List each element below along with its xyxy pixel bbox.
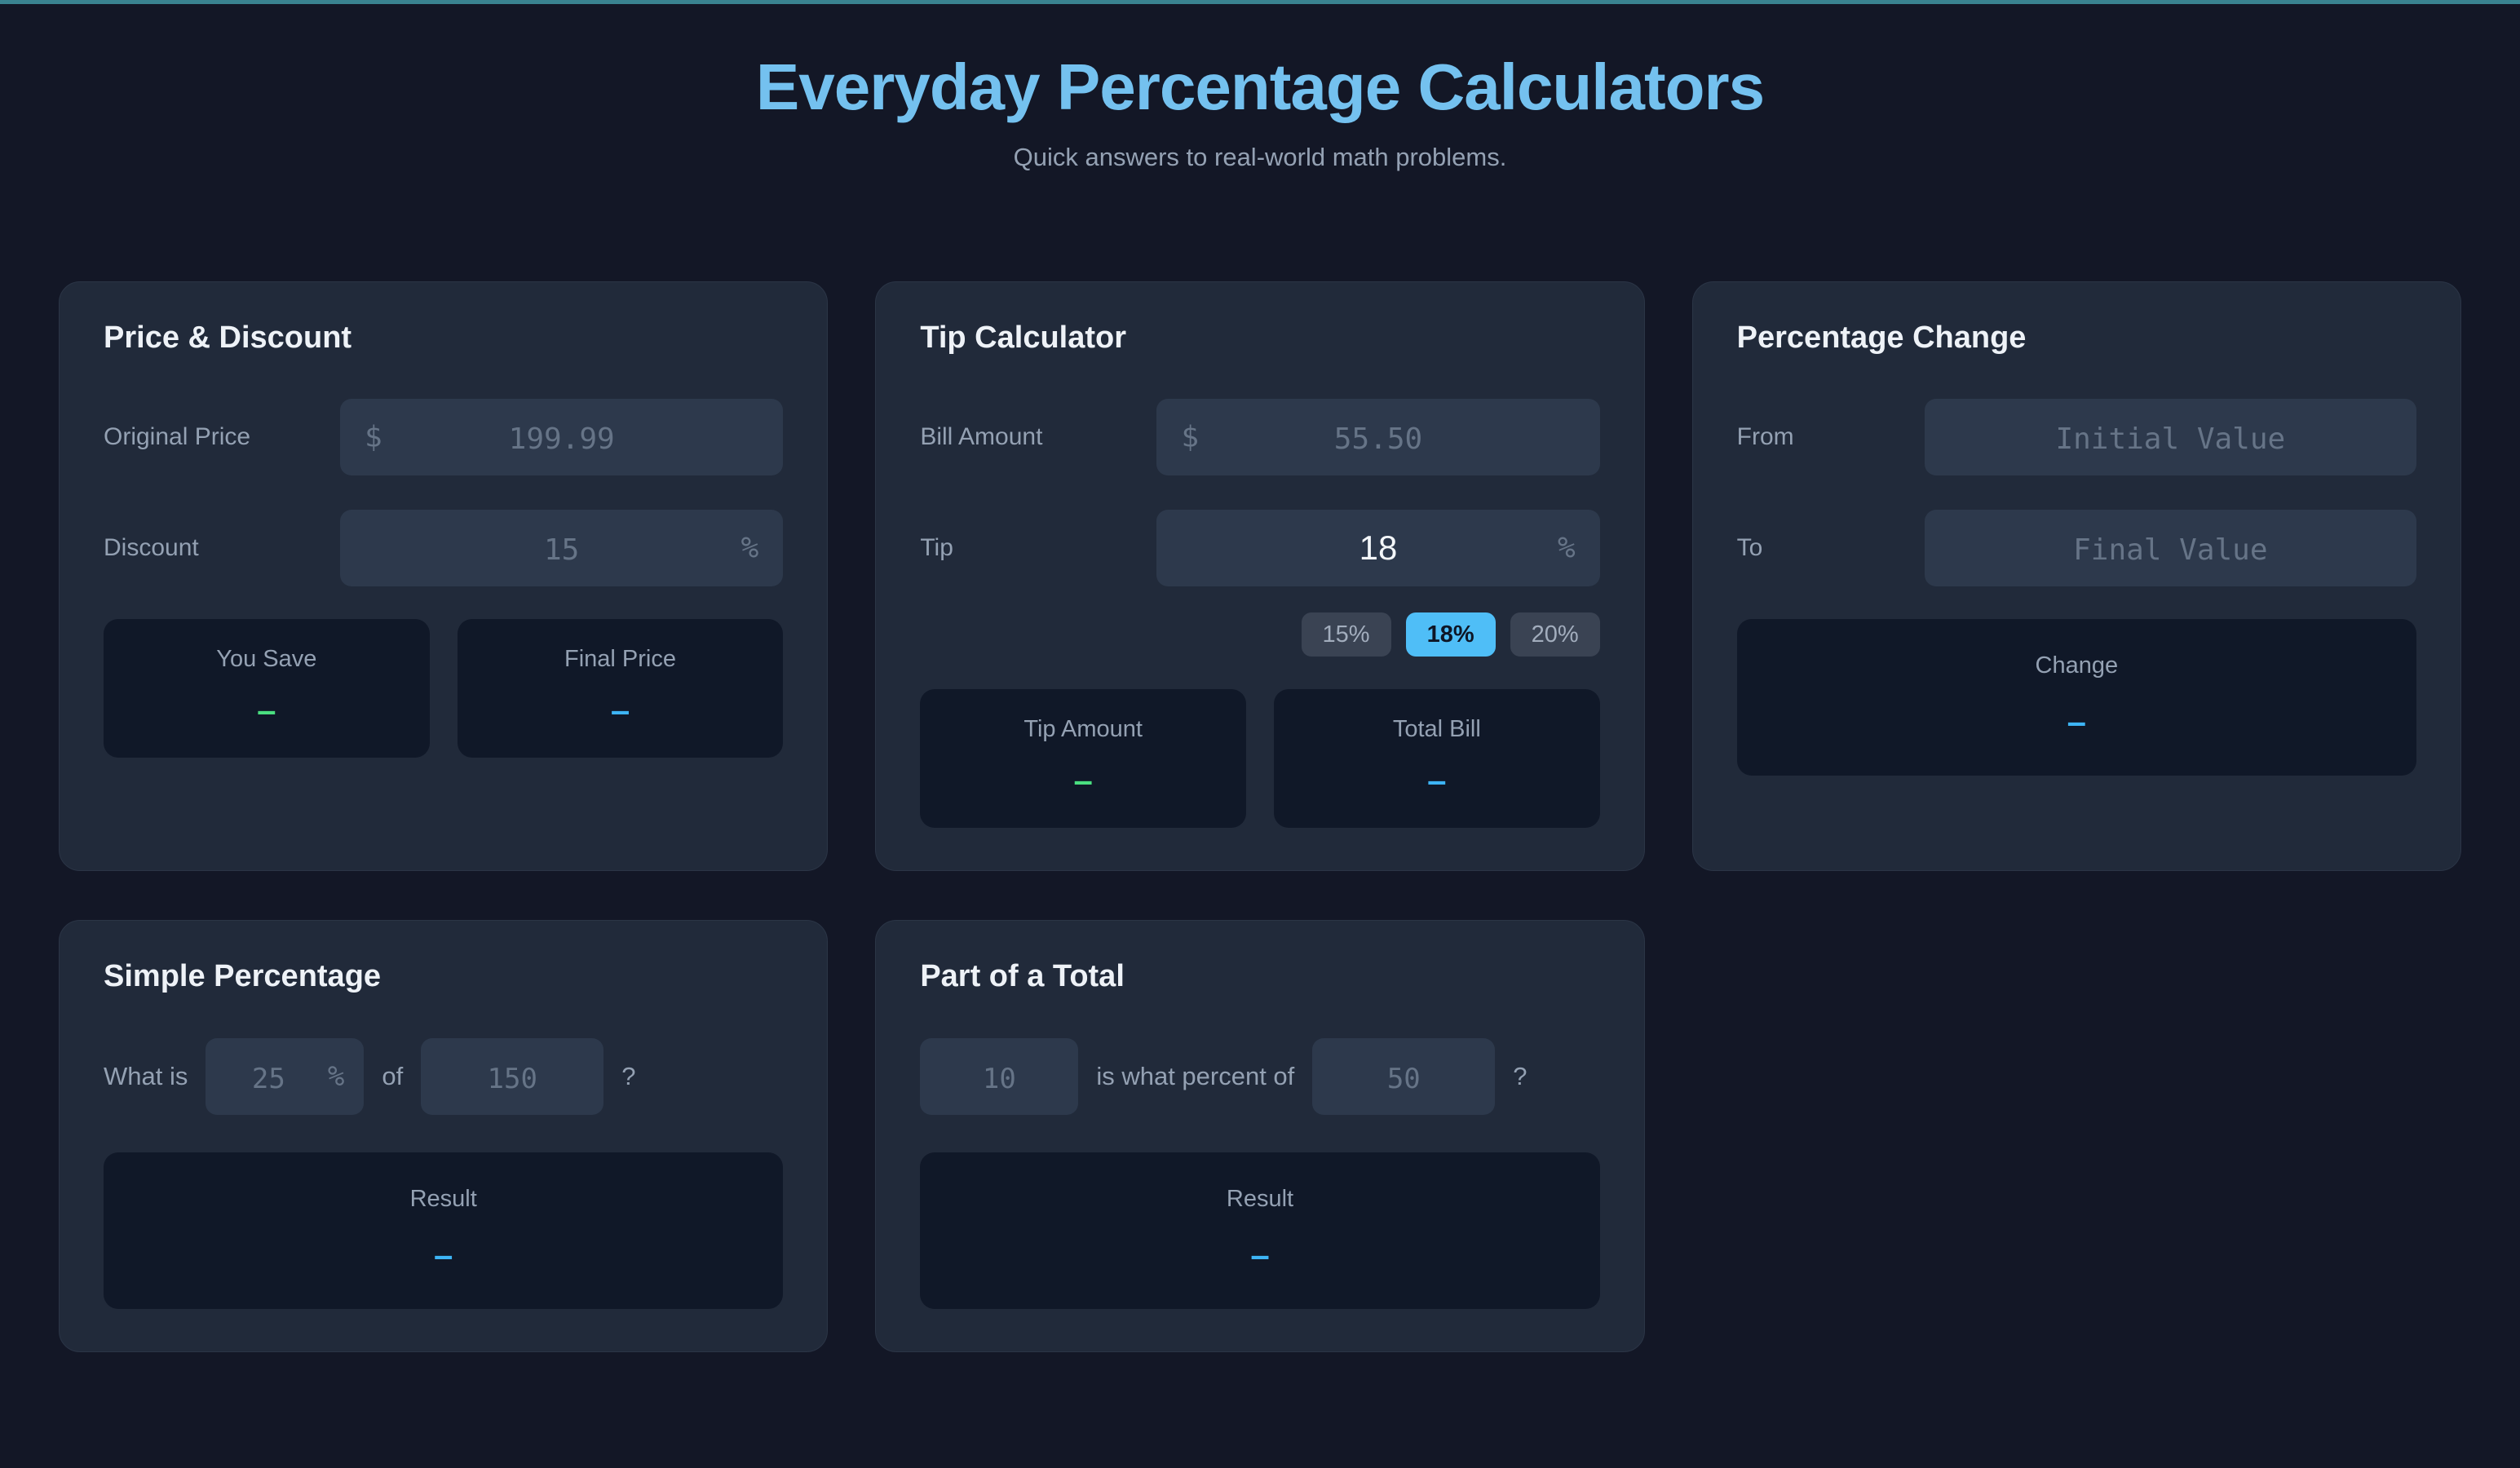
sentence-tail: ? bbox=[621, 1061, 636, 1090]
result-box: Result – bbox=[104, 1152, 784, 1309]
sentence-tail: ? bbox=[1513, 1061, 1527, 1090]
original-price-input[interactable] bbox=[340, 399, 784, 476]
tip-amount-box: Tip Amount – bbox=[920, 689, 1246, 829]
card-tip-calculator: Tip Calculator Bill Amount $ Tip % 15% 1… bbox=[875, 281, 1645, 872]
card-price-discount: Price & Discount Original Price $ Discou… bbox=[59, 281, 829, 872]
card-heading: Percentage Change bbox=[1736, 321, 2027, 355]
original-price-label: Original Price bbox=[104, 423, 251, 451]
tip-amount-value: – bbox=[1073, 761, 1093, 800]
from-label: From bbox=[1736, 423, 1794, 451]
total-bill-box: Total Bill – bbox=[1273, 689, 1600, 829]
result-label: Result bbox=[1226, 1185, 1294, 1212]
result-label: Result bbox=[409, 1185, 477, 1212]
result-box: Result – bbox=[920, 1152, 1600, 1309]
total-bill-label: Total Bill bbox=[1392, 716, 1481, 743]
final-price-box: Final Price – bbox=[457, 619, 784, 758]
original-price-input-wrap: $ bbox=[340, 399, 784, 476]
you-save-value: – bbox=[257, 691, 276, 730]
initial-value-input-wrap bbox=[1924, 399, 2416, 476]
preset-18-button[interactable]: 18% bbox=[1405, 612, 1496, 657]
card-simple-percentage: Simple Percentage What is % of ? Result … bbox=[59, 920, 829, 1352]
tip-amount-label: Tip Amount bbox=[1023, 716, 1143, 743]
final-value-input[interactable] bbox=[1924, 510, 2416, 587]
tip-results: Tip Amount – Total Bill – bbox=[920, 689, 1600, 829]
card-heading: Price & Discount bbox=[104, 321, 352, 355]
from-row: From bbox=[1736, 399, 2416, 476]
base-value-input[interactable] bbox=[421, 1037, 604, 1115]
change-box: Change – bbox=[1736, 619, 2416, 776]
tip-label: Tip bbox=[920, 534, 953, 562]
discount-input-wrap: % bbox=[340, 510, 784, 587]
part-of-total-results: Result – bbox=[920, 1152, 1600, 1309]
percent-value-input[interactable] bbox=[206, 1037, 365, 1115]
part-value-input-wrap bbox=[920, 1037, 1079, 1115]
sentence-mid: is what percent of bbox=[1096, 1061, 1295, 1090]
card-heading: Tip Calculator bbox=[920, 321, 1127, 355]
final-value-input-wrap bbox=[1924, 510, 2416, 587]
part-value-input[interactable] bbox=[920, 1037, 1079, 1115]
result-value: – bbox=[1250, 1235, 1270, 1274]
discount-input[interactable] bbox=[340, 510, 784, 587]
simple-percentage-results: Result – bbox=[104, 1152, 784, 1309]
card-heading: Simple Percentage bbox=[104, 959, 382, 994]
bill-amount-label: Bill Amount bbox=[920, 423, 1043, 451]
tip-percent-input[interactable] bbox=[1156, 510, 1600, 587]
page-header: Everyday Percentage Calculators Quick an… bbox=[0, 4, 2520, 172]
tip-row: Tip % bbox=[920, 510, 1600, 587]
bill-amount-input[interactable] bbox=[1156, 399, 1600, 476]
preset-15-button[interactable]: 15% bbox=[1301, 612, 1391, 657]
percent-value-input-wrap: % bbox=[206, 1037, 365, 1115]
change-label: Change bbox=[2035, 652, 2119, 679]
simple-percentage-sentence: What is % of ? bbox=[104, 1037, 783, 1115]
you-save-box: You Save – bbox=[104, 619, 430, 758]
you-save-label: You Save bbox=[216, 646, 317, 673]
card-percentage-change: Percentage Change From To Change – bbox=[1691, 281, 2461, 872]
to-row: To bbox=[1736, 510, 2416, 587]
tip-input-wrap: % bbox=[1156, 510, 1600, 587]
pct-change-results: Change – bbox=[1736, 619, 2416, 776]
initial-value-input[interactable] bbox=[1924, 399, 2416, 476]
sentence-mid: of bbox=[382, 1061, 404, 1090]
bill-amount-row: Bill Amount $ bbox=[920, 399, 1600, 476]
sentence-lead: What is bbox=[104, 1061, 188, 1090]
part-of-total-sentence: is what percent of ? bbox=[920, 1037, 1599, 1115]
original-price-row: Original Price $ bbox=[104, 399, 784, 476]
total-value-input[interactable] bbox=[1312, 1037, 1496, 1115]
tip-preset-row: 15% 18% 20% bbox=[920, 612, 1600, 657]
to-label: To bbox=[1736, 534, 1763, 562]
final-price-label: Final Price bbox=[564, 646, 676, 673]
card-heading: Part of a Total bbox=[920, 959, 1125, 994]
bill-amount-input-wrap: $ bbox=[1156, 399, 1600, 476]
result-value: – bbox=[433, 1235, 453, 1274]
total-bill-value: – bbox=[1427, 761, 1447, 800]
total-value-input-wrap bbox=[1312, 1037, 1496, 1115]
change-value: – bbox=[2067, 702, 2086, 741]
discount-label: Discount bbox=[104, 534, 199, 562]
preset-20-button[interactable]: 20% bbox=[1510, 612, 1600, 657]
calculator-grid: Price & Discount Original Price $ Discou… bbox=[59, 281, 2461, 1352]
page-subtitle: Quick answers to real-world math problem… bbox=[1013, 143, 1507, 171]
discount-row: Discount % bbox=[104, 510, 784, 587]
card-part-of-total: Part of a Total is what percent of ? Res… bbox=[875, 920, 1645, 1352]
page-title: Everyday Percentage Calculators bbox=[755, 51, 1765, 123]
price-discount-results: You Save – Final Price – bbox=[104, 619, 784, 758]
final-price-value: – bbox=[610, 691, 630, 730]
top-accent-bar bbox=[0, 0, 2520, 4]
base-value-input-wrap bbox=[421, 1037, 604, 1115]
